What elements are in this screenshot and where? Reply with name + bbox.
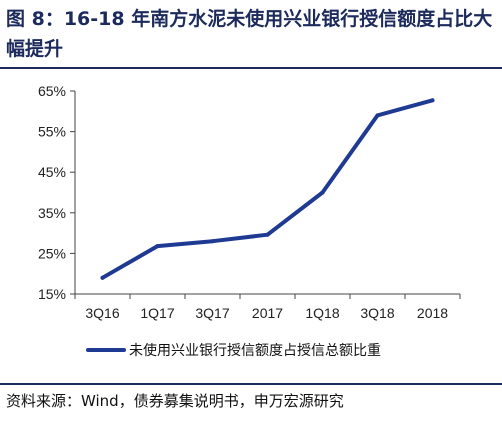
data-point bbox=[430, 98, 435, 103]
chart-axes bbox=[70, 90, 461, 299]
y-tick-label: 55% bbox=[38, 124, 66, 140]
x-tick-label: 3Q16 bbox=[85, 305, 119, 321]
y-tick-label: 15% bbox=[38, 286, 66, 302]
x-tick-label: 3Q17 bbox=[195, 305, 229, 321]
x-tick-label: 3Q18 bbox=[360, 305, 394, 321]
y-tick-label: 65% bbox=[38, 83, 66, 99]
title-divider bbox=[0, 67, 502, 69]
line-chart: 65%55%45%35%25%15% 3Q16 1Q17 3Q17 2017 1Q18 3… bbox=[38, 83, 461, 359]
x-tick-label: 2017 bbox=[252, 305, 283, 321]
y-tick-label: 45% bbox=[38, 164, 66, 180]
data-point bbox=[155, 244, 160, 249]
source-note: 资料来源：Wind，债券募集说明书，申万宏源研究 bbox=[6, 392, 344, 410]
y-tick-label: 35% bbox=[38, 205, 66, 221]
series-line bbox=[100, 98, 435, 280]
data-point bbox=[210, 239, 215, 244]
x-tick-label: 1Q17 bbox=[140, 305, 174, 321]
y-tick-label: 25% bbox=[38, 245, 66, 261]
source-divider bbox=[0, 383, 502, 385]
data-point bbox=[100, 275, 105, 280]
data-point bbox=[320, 190, 325, 195]
legend: 未使用兴业银行授信额度占授信总额比重 bbox=[86, 342, 381, 359]
x-tick-label: 2018 bbox=[417, 305, 448, 321]
figure-title: 图 8：16-18 年南方水泥未使用兴业银行授信额度占比大幅提升 bbox=[6, 8, 493, 60]
x-axis-labels: 3Q16 1Q17 3Q17 2017 1Q18 3Q18 2018 bbox=[85, 305, 448, 321]
data-point bbox=[375, 113, 380, 118]
legend-label: 未使用兴业银行授信额度占授信总额比重 bbox=[129, 342, 381, 359]
x-tick-label: 1Q18 bbox=[305, 305, 339, 321]
series-group bbox=[100, 98, 435, 280]
data-point bbox=[265, 232, 270, 237]
y-axis-labels: 65% 55% 45% 35% 25% 15% bbox=[38, 83, 66, 302]
